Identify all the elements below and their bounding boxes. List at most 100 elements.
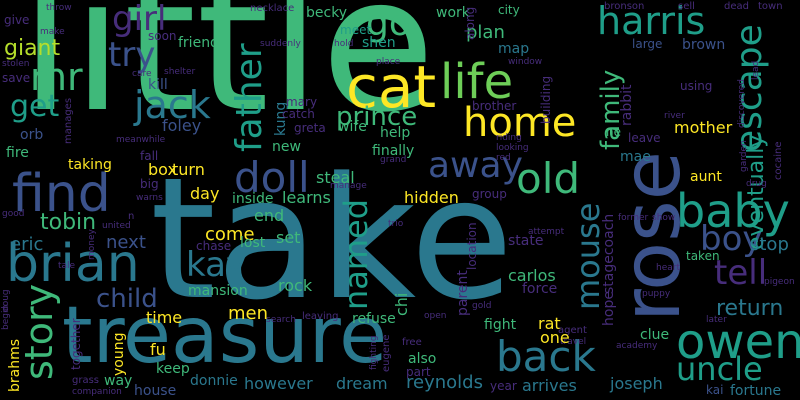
word-try: try — [108, 35, 156, 75]
word-stolen: stolen — [2, 59, 30, 69]
word-back: back — [496, 332, 596, 381]
word-learns: learns — [282, 188, 331, 207]
word-along: along — [463, 6, 477, 40]
word-later: later — [706, 315, 727, 325]
word-suddenly: suddenly — [260, 39, 301, 49]
word-harris: harris — [597, 0, 706, 43]
word-taken: taken — [686, 249, 720, 263]
word-turn: turn — [172, 160, 205, 179]
word-meanwhile: meanwhile — [116, 135, 166, 145]
word-looking: looking — [496, 143, 529, 153]
word-former: former — [618, 213, 649, 223]
word-leave: leave — [628, 131, 661, 145]
word-treasure: treasure — [62, 291, 388, 381]
word-mouse: mouse — [569, 202, 607, 310]
word-warns: warns — [136, 193, 163, 203]
word-carlos: carlos — [508, 266, 556, 285]
word-companion: companion — [72, 387, 122, 397]
word-manage: manage — [330, 181, 367, 191]
word-doll: doll — [234, 153, 310, 202]
word-river: river — [664, 111, 685, 121]
word-donnie: donnie — [190, 373, 238, 389]
word-named: named — [337, 198, 375, 310]
word-agent: agent — [558, 325, 587, 336]
word-hold: hold — [334, 39, 354, 49]
word-go: go — [366, 3, 411, 44]
word-fu: fu — [150, 340, 166, 359]
word-manages: manages — [63, 97, 74, 144]
word-rock: rock — [278, 276, 313, 295]
word-becky: becky — [306, 5, 348, 21]
word-away: away — [428, 145, 523, 186]
word-group: group — [472, 187, 507, 201]
word-academy: academy — [616, 341, 658, 351]
word-reynolds: reynolds — [406, 372, 483, 393]
word-location: location — [465, 222, 479, 270]
word-force: force — [522, 281, 558, 297]
word-giant: giant — [4, 36, 61, 61]
word-doug: doug — [1, 289, 11, 312]
word-large: large — [632, 37, 663, 51]
word-wife: wife — [338, 119, 367, 135]
word-however: however — [244, 374, 313, 393]
word-catch: catch — [282, 107, 315, 121]
word-dream: dream — [336, 374, 388, 393]
word-save: save — [2, 71, 31, 85]
word-fall: fall — [140, 149, 159, 163]
word-taking: taking — [68, 157, 112, 173]
word-map: map — [498, 41, 530, 57]
word-brian: brian — [6, 234, 140, 294]
word-united: united — [102, 221, 131, 231]
word-aunt: aunt — [690, 169, 722, 185]
word-soon: soon — [148, 29, 177, 43]
word-father: father — [229, 43, 270, 152]
word-shelter: shelter — [164, 67, 196, 77]
word-steal: steal — [316, 168, 355, 187]
word-mae: mae — [620, 149, 651, 165]
word-year: year — [490, 379, 517, 393]
word-house: house — [134, 383, 177, 399]
word-joseph: joseph — [610, 374, 663, 393]
word-free: free — [402, 337, 422, 348]
word-brahms: brahms — [7, 338, 23, 392]
word-meet: meet — [340, 23, 372, 37]
word-ne: ne — [606, 125, 621, 139]
word-child: child — [96, 284, 158, 314]
word-life: life — [440, 54, 514, 110]
word-set: set — [276, 228, 301, 247]
word-men: men — [228, 303, 269, 324]
word-fortune: fortune — [730, 383, 782, 399]
word-lost: lost — [240, 235, 266, 251]
word-necklace: necklace — [250, 3, 295, 14]
word-brother: brother — [472, 99, 517, 113]
word-time: time — [146, 308, 183, 327]
word-discovered: discovered — [737, 79, 747, 128]
word-puppy: puppy — [642, 289, 671, 299]
word-garden: garden — [739, 140, 749, 172]
word-finally: finally — [372, 143, 415, 159]
word-help: help — [380, 125, 411, 141]
word-show: show — [652, 213, 676, 223]
word-trio: trio — [388, 219, 404, 229]
word-baby: baby — [676, 184, 790, 238]
word-also: also — [408, 351, 437, 367]
word-work: work — [436, 5, 470, 21]
word-cat: cat — [346, 53, 437, 121]
word-day: day — [190, 184, 220, 203]
word-attempt: attempt — [528, 227, 565, 237]
word-good: good — [2, 209, 25, 219]
word-eventually: eventually — [744, 134, 769, 250]
word-kai: kai — [706, 383, 724, 397]
word-riding: riding — [496, 133, 522, 143]
word-using: using — [680, 79, 713, 93]
word-box: box — [148, 160, 177, 179]
word-hidden: hidden — [404, 188, 459, 207]
word-window: window — [508, 57, 543, 67]
word-way: way — [104, 373, 133, 389]
word-story: story — [17, 283, 61, 380]
word-gold: gold — [472, 301, 492, 311]
word-boy: boy — [700, 219, 763, 259]
word-lead: lead — [751, 60, 761, 80]
word-home: home — [463, 100, 577, 146]
